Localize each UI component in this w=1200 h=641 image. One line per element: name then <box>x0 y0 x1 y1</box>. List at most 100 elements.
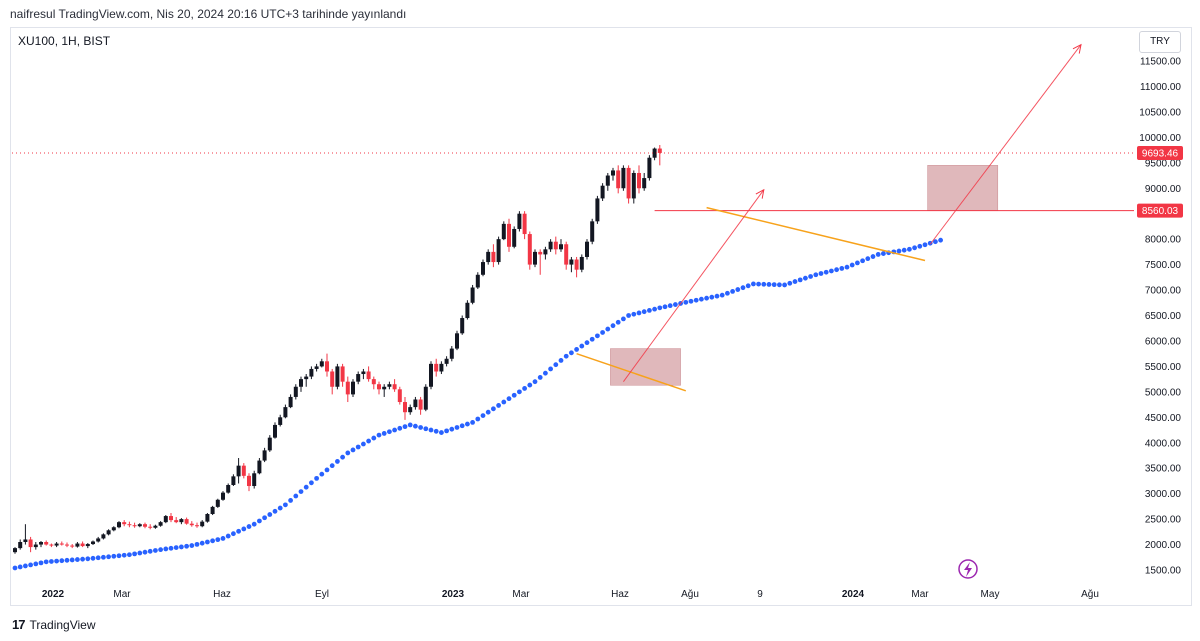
y-tick-label: 5500.00 <box>1145 362 1182 373</box>
arrow-head <box>1072 43 1082 54</box>
candle-body <box>319 361 324 367</box>
trend-dot <box>860 258 865 264</box>
trend-dot <box>418 425 423 430</box>
candle-body <box>91 541 95 545</box>
candle-body <box>75 543 80 547</box>
candle-body <box>117 522 121 528</box>
candle-body <box>387 384 392 387</box>
trend-dot <box>309 480 314 486</box>
x-tick-label: Mar <box>113 589 131 600</box>
trend-dot <box>522 386 527 391</box>
candle-body <box>273 424 277 438</box>
trend-dot <box>80 556 85 562</box>
y-tick-label: 1500.00 <box>1145 566 1182 577</box>
trend-dot <box>740 285 746 291</box>
candle-body <box>345 381 350 395</box>
candle-body <box>460 318 465 334</box>
lightning-icon[interactable] <box>958 559 978 579</box>
candle-body <box>278 417 283 425</box>
trend-dot <box>517 389 522 395</box>
candle-body <box>330 371 335 387</box>
trend-dot <box>709 294 715 300</box>
footer-brand: TradingView <box>29 617 96 632</box>
trend-dot <box>298 489 304 495</box>
chart-frame <box>10 27 1192 606</box>
candle-body <box>28 539 33 548</box>
candle-body <box>215 499 220 507</box>
candle-body <box>340 366 345 382</box>
trend-dot <box>69 557 75 563</box>
highlight-box <box>927 165 999 211</box>
trend-dot <box>761 281 767 287</box>
trend-dot <box>43 559 49 565</box>
trend-dot <box>589 336 595 342</box>
highlight-box <box>610 348 681 386</box>
trend-dot <box>272 508 278 514</box>
trend-dot <box>267 512 273 517</box>
candle-body <box>293 386 298 397</box>
trend-dot <box>766 282 772 287</box>
price-label-bg <box>1137 203 1183 218</box>
trend-dot <box>64 557 70 563</box>
trend-dot <box>303 484 309 490</box>
candle-body <box>252 473 257 487</box>
candle-body <box>585 241 589 257</box>
candle-body <box>221 492 225 500</box>
trend-dot <box>901 247 907 253</box>
trend-dot <box>870 254 876 259</box>
trendline <box>576 352 687 392</box>
trend-dot <box>501 399 507 405</box>
candle-body <box>210 506 215 515</box>
currency-button[interactable]: TRY <box>1139 31 1181 53</box>
candle-body <box>444 358 449 364</box>
trend-dot <box>444 428 449 434</box>
candle-body <box>200 521 205 527</box>
x-axis: 2022 Mar Haz Eyl 2023 Mar Haz Ağu 9 2024 Mar May Ağu <box>42 589 1099 600</box>
candles <box>13 144 662 554</box>
footer: 17 TradingView <box>12 617 96 632</box>
trend-dot <box>366 438 371 444</box>
candle-body <box>418 399 423 410</box>
trend-dot <box>683 299 689 305</box>
trend-dot <box>553 362 559 368</box>
candle-body <box>143 524 147 527</box>
candle-body <box>23 539 28 543</box>
candle-body <box>605 175 610 186</box>
candle-body <box>179 519 184 523</box>
trend-dot <box>751 281 756 287</box>
trend-dot <box>797 277 803 283</box>
candle-body <box>403 402 407 413</box>
trend-dot <box>558 358 564 363</box>
trend-dot <box>38 560 44 566</box>
trend-dot <box>132 551 138 557</box>
trend-dot <box>17 564 23 570</box>
trend-dot <box>777 282 782 288</box>
price-label: 9693.46 <box>1142 148 1179 159</box>
candle-body <box>501 223 506 240</box>
trend-dot <box>241 526 247 532</box>
trend-dot <box>293 493 299 499</box>
x-tick-label: Ağu <box>681 589 699 600</box>
trend-dot <box>283 502 288 508</box>
candle-body <box>262 450 267 461</box>
trend-dot <box>324 467 330 473</box>
candle-body <box>231 476 236 485</box>
trend-dot <box>387 429 392 435</box>
candle-body <box>657 148 662 153</box>
trend-dot <box>350 447 356 453</box>
y-tick-label: 10500.00 <box>1139 107 1181 118</box>
y-tick-label: 11000.00 <box>1140 82 1181 93</box>
candle-body <box>491 251 496 263</box>
trend-dot <box>413 423 418 429</box>
y-tick-label: 8000.00 <box>1145 235 1182 246</box>
trend-dot <box>397 425 403 431</box>
trend-dot <box>439 430 444 435</box>
candle-body <box>377 384 381 390</box>
trend-dot <box>335 459 340 464</box>
candle-body <box>543 249 548 255</box>
x-tick-label: 2023 <box>442 589 465 600</box>
trend-dot <box>485 409 491 415</box>
trend-dot <box>569 350 574 356</box>
candle-body <box>80 543 85 547</box>
